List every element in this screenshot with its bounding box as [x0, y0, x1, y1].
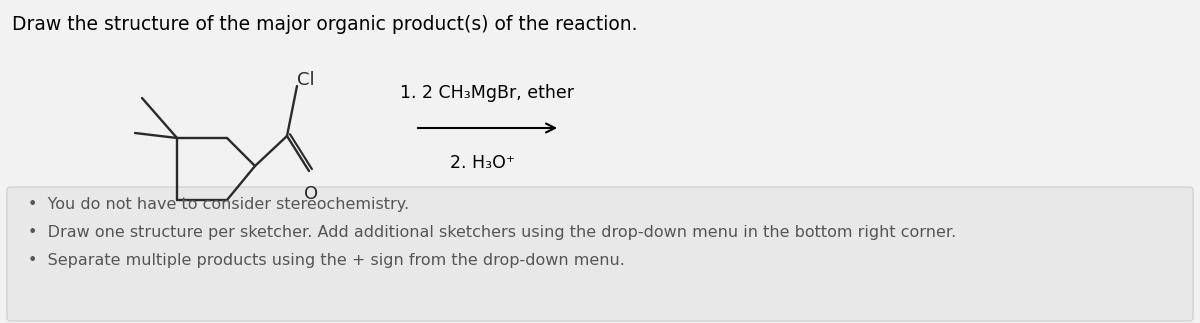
- Text: Draw the structure of the major organic product(s) of the reaction.: Draw the structure of the major organic …: [12, 15, 637, 34]
- Text: Cl: Cl: [298, 71, 314, 89]
- Text: 1. 2 CH₃MgBr, ether: 1. 2 CH₃MgBr, ether: [401, 84, 575, 102]
- Text: 2. H₃O⁺: 2. H₃O⁺: [450, 154, 515, 172]
- FancyBboxPatch shape: [7, 187, 1193, 321]
- Text: •  Separate multiple products using the + sign from the drop-down menu.: • Separate multiple products using the +…: [28, 254, 625, 268]
- Text: •  Draw one structure per sketcher. Add additional sketchers using the drop-down: • Draw one structure per sketcher. Add a…: [28, 225, 956, 241]
- Text: •  You do not have to consider stereochemistry.: • You do not have to consider stereochem…: [28, 197, 409, 213]
- Text: O: O: [304, 185, 318, 203]
